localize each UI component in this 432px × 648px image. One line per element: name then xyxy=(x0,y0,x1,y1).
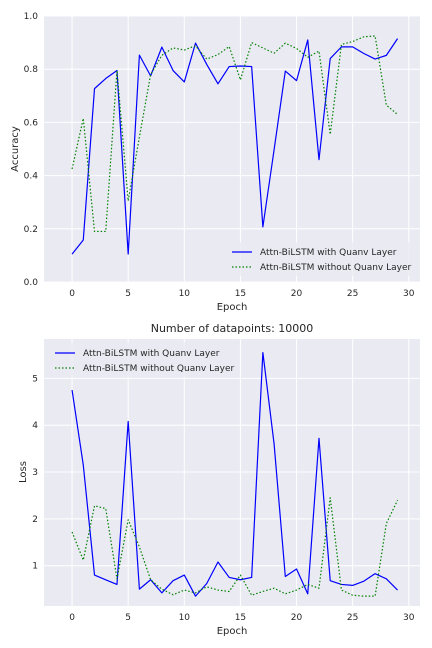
y-axis-label: Accuracy xyxy=(10,126,21,172)
x-tick-labels: 0 5 10 15 20 25 30 xyxy=(69,289,415,299)
chart-title: Number of datapoints: 10000 xyxy=(151,322,314,335)
y-tick-label: 0.0 xyxy=(24,278,39,288)
x-tick-label: 5 xyxy=(125,613,131,623)
x-tick-label: 15 xyxy=(235,613,246,623)
x-tick-label: 20 xyxy=(291,289,303,299)
legend-box xyxy=(49,343,239,377)
series-layer xyxy=(71,35,399,255)
x-tick-label: 10 xyxy=(179,613,191,623)
legend-label-without-quanv: Attn-BiLSTM without Quanv Layer xyxy=(83,364,234,374)
x-tick-labels: 0 5 10 15 20 25 30 xyxy=(69,613,415,623)
series-line-with-quanv xyxy=(71,351,398,597)
y-tick-label: 1 xyxy=(32,562,38,572)
y-tick-label: 1.0 xyxy=(24,12,39,22)
x-axis-label: Epoch xyxy=(217,626,248,637)
legend-box xyxy=(226,242,416,276)
plot-background xyxy=(44,16,420,282)
legend: Attn-BiLSTM with Quanv Layer Attn-BiLSTM… xyxy=(49,343,239,377)
x-tick-label: 25 xyxy=(347,613,358,623)
x-axis-label: Epoch xyxy=(217,302,248,313)
legend-label-without-quanv: Attn-BiLSTM without Quanv Layer xyxy=(260,263,411,273)
legend-label-with-quanv: Attn-BiLSTM with Quanv Layer xyxy=(83,349,220,359)
series-line-without-quanv xyxy=(71,35,398,233)
x-tick-label: 20 xyxy=(291,613,303,623)
legend: Attn-BiLSTM with Quanv Layer Attn-BiLSTM… xyxy=(226,242,416,276)
x-tick-label: 30 xyxy=(403,289,415,299)
y-tick-label: 0.6 xyxy=(24,118,39,128)
x-tick-label: 5 xyxy=(125,289,131,299)
y-tick-label: 4 xyxy=(32,421,38,431)
loss-chart: Number of datapoints: 10000 0 5 10 15 20 25 30… xyxy=(18,322,420,637)
y-tick-label: 2 xyxy=(32,515,38,525)
y-tick-labels: 1 2 3 4 5 xyxy=(32,374,38,571)
x-tick-label: 0 xyxy=(69,613,75,623)
y-axis-label: Loss xyxy=(18,461,29,483)
y-tick-label: 0.8 xyxy=(24,65,39,75)
grid xyxy=(44,339,420,606)
series-line-with-quanv xyxy=(71,38,399,255)
x-tick-label: 10 xyxy=(179,289,191,299)
y-tick-label: 0.4 xyxy=(24,172,39,182)
x-tick-label: 15 xyxy=(235,289,246,299)
accuracy-chart: 0 5 10 15 20 25 30 0.0 0.2 0.4 0.6 0.8 1.0 Epoch Ac… xyxy=(10,12,420,313)
x-tick-label: 30 xyxy=(403,613,415,623)
series-line-without-quanv xyxy=(71,497,399,597)
x-tick-label: 25 xyxy=(347,289,358,299)
y-tick-label: 5 xyxy=(32,374,38,384)
y-tick-labels: 0.0 0.2 0.4 0.6 0.8 1.0 xyxy=(24,12,39,288)
series-layer xyxy=(71,351,399,597)
y-tick-label: 3 xyxy=(32,468,38,478)
legend-label-with-quanv: Attn-BiLSTM with Quanv Layer xyxy=(260,248,397,258)
x-tick-label: 0 xyxy=(69,289,75,299)
grid xyxy=(44,15,420,283)
y-tick-label: 0.2 xyxy=(24,225,38,235)
